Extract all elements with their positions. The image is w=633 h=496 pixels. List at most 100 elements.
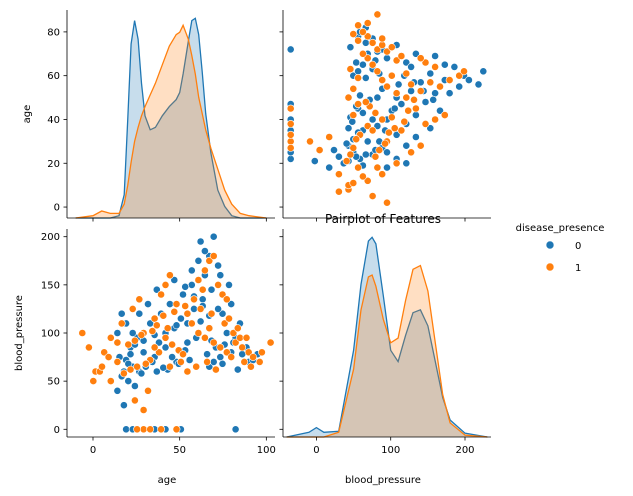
scatter-point-1 xyxy=(378,34,387,43)
scatter-point-1 xyxy=(229,329,238,337)
scatter-point-1 xyxy=(216,343,225,352)
scatter-point-1 xyxy=(85,343,93,352)
scatter-point-1 xyxy=(220,319,229,328)
x-tick-label: 0 xyxy=(90,445,96,456)
scatter-point-0 xyxy=(238,350,247,359)
scatter-point-1 xyxy=(113,357,122,366)
scatter-point-0 xyxy=(207,285,216,294)
scatter-point-1 xyxy=(349,179,358,187)
scatter-point-1 xyxy=(363,54,372,63)
scatter-point-0 xyxy=(373,122,382,130)
scatter-point-1 xyxy=(352,135,361,144)
scatter-point-0 xyxy=(383,148,391,157)
scatter-point-0 xyxy=(209,232,218,241)
scatter-point-0 xyxy=(216,271,225,280)
scatter-point-1 xyxy=(200,333,209,342)
scatter-point-1 xyxy=(363,19,372,27)
scatter-point-0 xyxy=(233,365,242,374)
scatter-point-1 xyxy=(286,137,295,146)
scatter-point-1 xyxy=(354,36,362,45)
scatter-point-1 xyxy=(198,285,207,294)
scatter-point-1 xyxy=(407,148,415,157)
scatter-point-1 xyxy=(141,359,150,368)
kde-line-0 xyxy=(286,236,488,438)
scatter-point-1 xyxy=(373,10,382,19)
y-tick-label: 60 xyxy=(47,71,60,82)
scatter-point-1 xyxy=(106,377,115,385)
scatter-point-1 xyxy=(383,198,391,207)
scatter-point-0 xyxy=(194,256,203,265)
scatter-point-0 xyxy=(431,89,439,98)
scatter-point-1 xyxy=(378,76,387,84)
scatter-point-1 xyxy=(397,126,406,135)
scatter-point-0 xyxy=(394,80,403,89)
x-tick-label: 0 xyxy=(313,445,319,456)
scatter-point-0 xyxy=(407,87,415,95)
scatter-point-0 xyxy=(411,133,420,141)
y-tick-label: 20 xyxy=(47,159,60,170)
kde-line-0 xyxy=(75,17,267,219)
scatter-point-1 xyxy=(126,365,135,374)
x-tick-label: 50 xyxy=(173,445,186,456)
scatter-point-1 xyxy=(358,172,367,181)
legend-marker-0 xyxy=(545,240,555,250)
scatter-point-0 xyxy=(159,363,168,372)
scatter-point-0 xyxy=(183,338,192,347)
scatter-point-0 xyxy=(402,159,411,168)
scatter-point-1 xyxy=(104,353,113,361)
scatter-point-1 xyxy=(421,58,430,67)
scatter-point-1 xyxy=(161,333,170,342)
scatter-point-1 xyxy=(120,369,128,378)
scatter-point-0 xyxy=(187,266,196,275)
y-axis-label-age: age xyxy=(22,105,33,124)
y-tick-label: 150 xyxy=(41,280,60,291)
scatter-point-0 xyxy=(190,304,198,313)
scatter-point-1 xyxy=(266,338,275,347)
scatter-point-1 xyxy=(455,71,464,80)
scatter-point-1 xyxy=(349,111,358,119)
scatter-point-1 xyxy=(400,117,409,126)
scatter-point-1 xyxy=(383,47,391,56)
scatter-point-0 xyxy=(416,78,425,87)
scatter-point-0 xyxy=(358,109,367,117)
scatter-point-1 xyxy=(176,357,185,366)
scatter-point-1 xyxy=(384,128,393,137)
scatter-point-1 xyxy=(368,126,377,135)
scatter-point-1 xyxy=(163,324,172,333)
scatter-point-1 xyxy=(440,111,449,119)
scatter-point-1 xyxy=(354,163,362,172)
scatter-point-1 xyxy=(168,340,176,349)
scatter-point-0 xyxy=(383,163,391,172)
scatter-point-0 xyxy=(429,95,438,104)
scatter-point-0 xyxy=(181,282,190,291)
y-axis-label-blood-pressure: blood_pressure xyxy=(14,295,25,371)
scatter-point-1 xyxy=(387,113,396,122)
scatter-point-0 xyxy=(356,91,364,100)
scatter-point-1 xyxy=(402,93,411,102)
scatter-point-1 xyxy=(214,280,222,289)
scatter-point-1 xyxy=(436,82,444,91)
scatter-point-1 xyxy=(157,290,165,299)
scatter-point-1 xyxy=(363,32,372,41)
scatter-point-1 xyxy=(144,386,152,395)
scatter-point-0 xyxy=(135,309,144,318)
kde-line-1 xyxy=(75,23,267,219)
scatter-point-1 xyxy=(238,343,247,352)
scatter-point-1 xyxy=(402,69,411,78)
scatter-point-0 xyxy=(185,356,194,364)
scatter-point-1 xyxy=(183,309,192,318)
scatter-point-0 xyxy=(218,309,227,318)
scatter-point-0 xyxy=(361,74,370,82)
scatter-point-1 xyxy=(236,333,244,342)
scatter-point-1 xyxy=(139,406,148,414)
scatter-point-1 xyxy=(286,130,295,139)
scatter-point-1 xyxy=(392,56,401,65)
scatter-point-1 xyxy=(411,104,420,113)
scatter-point-0 xyxy=(411,49,420,58)
scatter-point-1 xyxy=(78,329,87,337)
scatter-point-0 xyxy=(198,295,207,304)
scatter-point-1 xyxy=(218,290,227,299)
scatter-point-0 xyxy=(152,285,161,294)
y-tick-label: 100 xyxy=(41,329,60,340)
scatter-point-1 xyxy=(240,357,249,366)
